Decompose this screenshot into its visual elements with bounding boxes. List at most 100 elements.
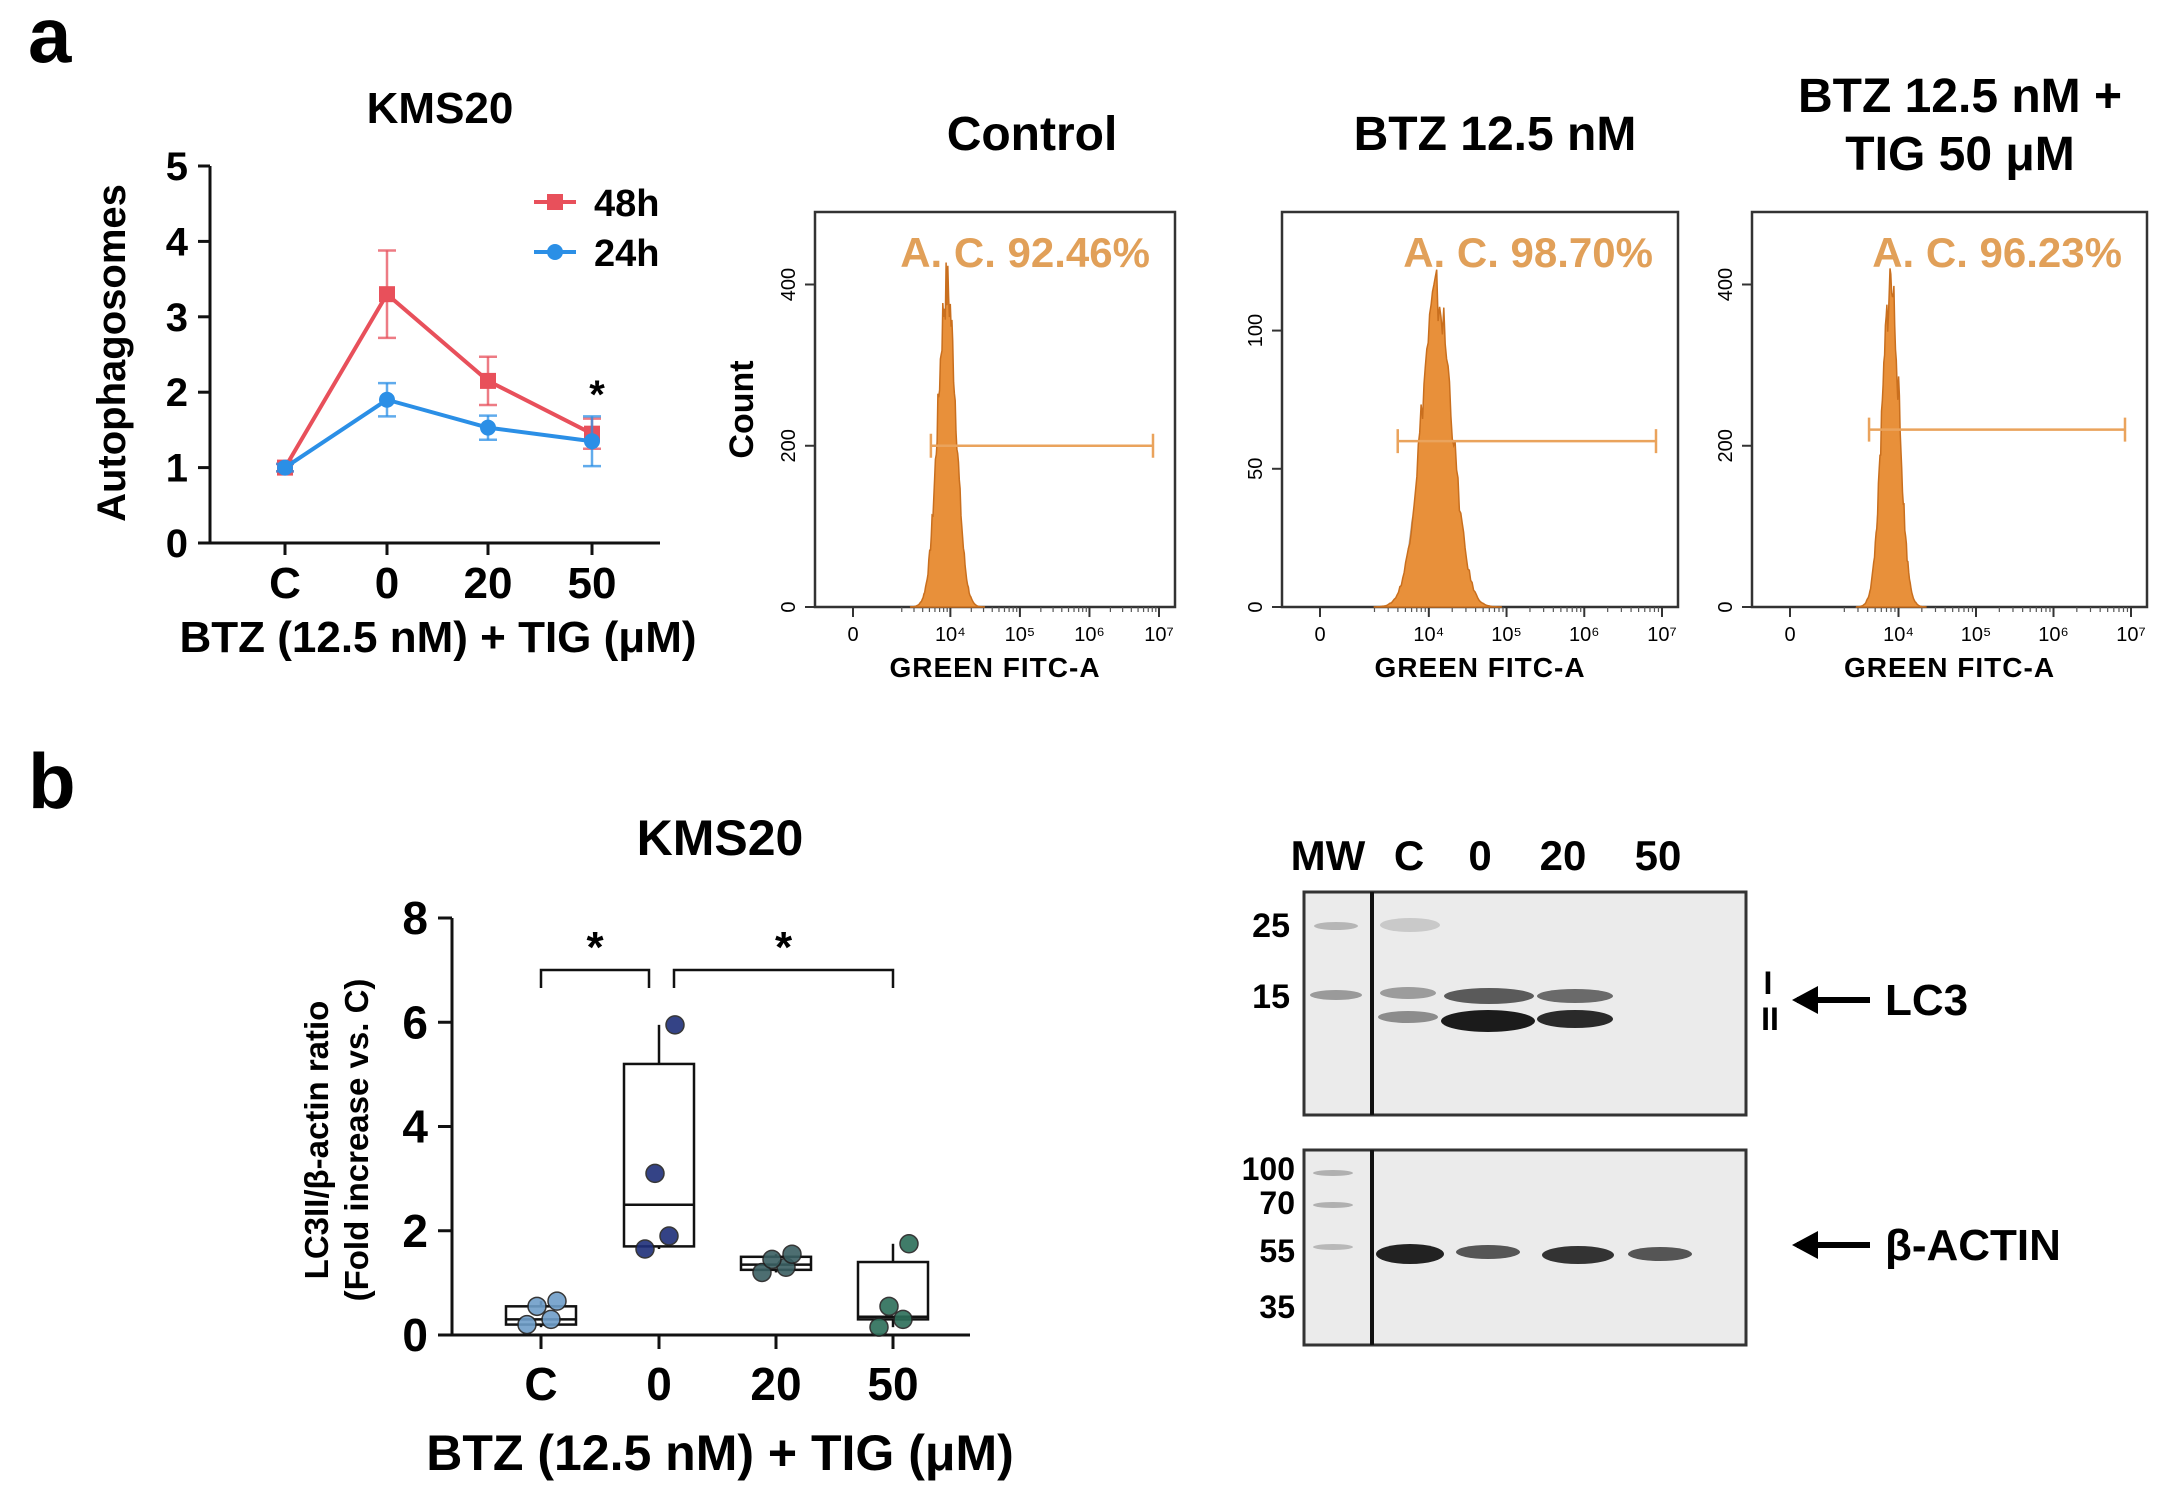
box-chart-title: KMS20	[637, 810, 804, 866]
histogram-btz-tig: BTZ 12.5 nM +TIG 50 μM 0 10⁴ 10⁵ 10⁶ 10⁷ 0 200 4…	[1715, 70, 2149, 683]
marker-band	[1310, 990, 1362, 1000]
marker-band	[1313, 1202, 1353, 1208]
data-point	[893, 1309, 913, 1330]
x-tick-label: C	[269, 559, 301, 608]
gate-annotation: A. C. 92.46%	[900, 229, 1150, 276]
x-tick-label: 10⁴	[1883, 624, 1914, 646]
x-tick-label: 20	[750, 1358, 801, 1410]
histogram-xlabel: GREEN FITC-A	[889, 652, 1100, 683]
significance-bracket	[672, 968, 895, 988]
y-tick-label: 200	[1715, 429, 1737, 462]
lc3-i-band-0	[1444, 988, 1534, 1004]
x-tick-label: 0	[375, 559, 399, 608]
lane-label-20: 20	[1540, 832, 1587, 879]
x-tick-label: 10⁴	[935, 624, 966, 646]
mw-marker-100: 100	[1242, 1151, 1295, 1187]
x-tick-label: 0	[847, 624, 858, 646]
y-tick-label: 3	[166, 296, 188, 340]
data-point	[645, 1163, 665, 1184]
x-tick-label: 10⁵	[1961, 624, 1992, 646]
lc3-form-ii: II	[1761, 1001, 1779, 1037]
y-tick-label: 200	[778, 429, 800, 462]
histogram-title: BTZ 12.5 nM	[1354, 108, 1637, 161]
gate-annotation: A. C. 98.70%	[1403, 229, 1653, 276]
lc3-ii-band-c	[1378, 1011, 1438, 1023]
y-tick-label: 0	[1245, 601, 1267, 612]
lc3-form-i: I	[1764, 965, 1773, 1001]
box-chart-lc3: KMS20 LC3II/β-actin ratio (Fold increase…	[298, 810, 1014, 1481]
y-tick-label: 2	[402, 1205, 428, 1257]
histogram-title: Control	[947, 108, 1118, 161]
histogram-btz: BTZ 12.5 nM 0 10⁴ 10⁵ 10⁶ 10⁷ 0 50 100 GREEN FITC…	[1245, 108, 1680, 683]
histogram-frame	[1750, 210, 2149, 609]
arrow-lc3-head	[1792, 986, 1818, 1014]
legend-marker-24h	[547, 244, 563, 260]
histogram-control: Control 0 10⁴ 10⁵ 10⁶ 10⁷ 0 200 400 GREEN FITC-A C…	[723, 108, 1177, 683]
x-tick-label: 10⁵	[1005, 624, 1036, 646]
data-point	[752, 1262, 772, 1283]
data-point	[899, 1234, 919, 1254]
marker-band	[1313, 1170, 1353, 1176]
lane-label-50: 50	[1635, 832, 1682, 879]
histogram-xlabel: GREEN FITC-A	[1844, 652, 2055, 683]
data-point	[541, 1309, 561, 1330]
y-tick-label: 0	[402, 1309, 428, 1361]
x-tick-label: 10⁷	[1144, 624, 1173, 646]
y-tick-label: 0	[778, 601, 800, 612]
y-tick-label: 50	[1245, 458, 1267, 480]
legend-label-48h: 48h	[594, 183, 659, 225]
actin-label: β-ACTIN	[1885, 1221, 2061, 1270]
x-tick-label: 50	[867, 1358, 918, 1410]
data-point-24h	[379, 391, 395, 408]
histogram-frame	[813, 210, 1177, 609]
y-tick-label: 0	[166, 522, 188, 566]
x-tick-label: 10⁷	[2116, 624, 2145, 646]
line-chart-axes: 0 1 2 3 4 5 C 0 20 50	[166, 145, 660, 608]
line-chart-marks: *	[276, 249, 605, 476]
lane-label-0: 0	[1468, 832, 1491, 879]
marker-band	[1314, 922, 1358, 930]
histogram-title: BTZ 12.5 nM +	[1798, 70, 2122, 123]
data-point	[665, 1015, 685, 1035]
box-chart-xlabel: BTZ (12.5 nM) + TIG (μM)	[426, 1425, 1014, 1481]
x-tick-label: C	[524, 1358, 557, 1410]
data-point	[879, 1296, 899, 1317]
mw-marker-35: 35	[1259, 1289, 1295, 1325]
data-point-24h	[584, 433, 600, 450]
mw-marker-55: 55	[1259, 1233, 1295, 1269]
significance-star: *	[589, 373, 605, 417]
lc3-label: LC3	[1885, 976, 1968, 1025]
box	[622, 1062, 696, 1248]
y-tick-label: 4	[402, 1101, 428, 1153]
data-point-24h	[277, 459, 293, 476]
blot-membrane-actin	[1302, 1148, 1748, 1347]
blot-membrane-lc3	[1302, 890, 1748, 1117]
panel-label-b: b	[28, 737, 76, 825]
series-line-24h	[283, 397, 593, 470]
mw-marker-15: 15	[1252, 978, 1290, 1016]
y-tick-label: 6	[402, 996, 428, 1048]
actin-band-c	[1376, 1244, 1444, 1264]
x-tick-label: 0	[1314, 624, 1325, 646]
actin-band-0	[1456, 1245, 1520, 1259]
x-tick-label: 10⁴	[1413, 624, 1444, 646]
line-chart-autophagosomes: KMS20 Autophagosomes BTZ (12.5 nM) + TIG…	[90, 84, 697, 662]
line-chart-title: KMS20	[367, 84, 514, 133]
x-tick-label: 50	[568, 559, 617, 608]
x-tick-label: 10⁶	[2038, 624, 2068, 646]
data-point	[782, 1244, 802, 1264]
y-tick-label: 1	[166, 447, 188, 491]
lc3-ii-band-0	[1441, 1010, 1535, 1032]
data-point	[635, 1239, 655, 1259]
y-tick-label: 8	[402, 892, 428, 944]
y-tick-label: 0	[1715, 601, 1737, 612]
data-point-48h	[480, 372, 496, 389]
arrow-actin-head	[1792, 1231, 1818, 1259]
data-point	[659, 1226, 679, 1246]
actin-band-20	[1542, 1246, 1614, 1264]
lc3-i-band-c	[1380, 987, 1436, 999]
y-tick-label: 5	[166, 145, 188, 189]
gate-annotation: A. C. 96.23%	[1872, 229, 2122, 276]
